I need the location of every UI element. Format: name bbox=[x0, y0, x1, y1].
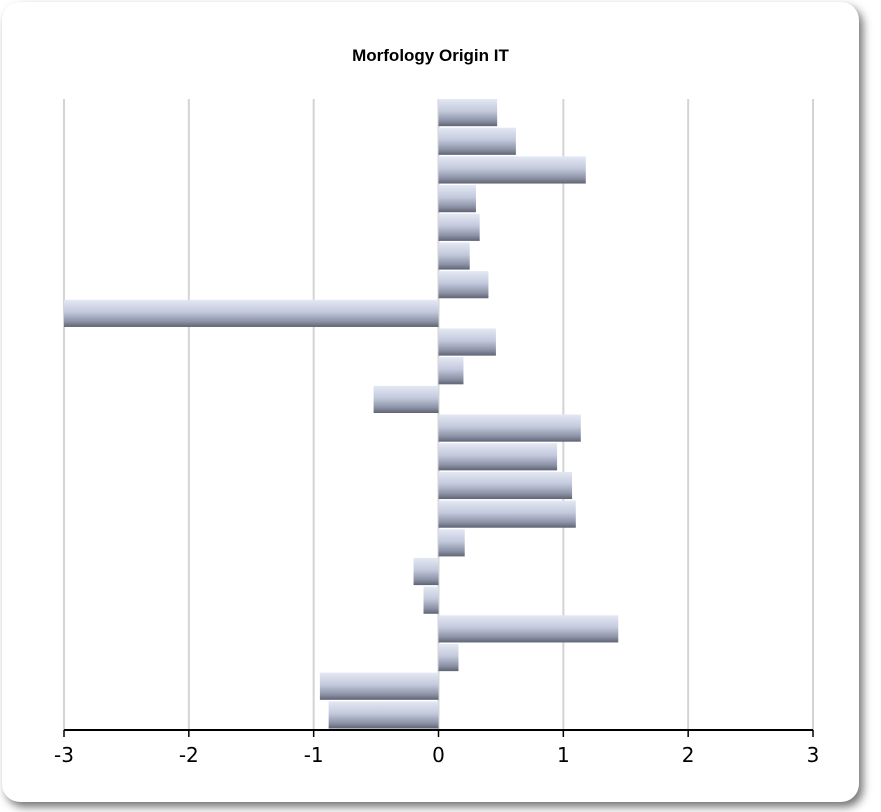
bar bbox=[438, 127, 516, 155]
bar bbox=[438, 500, 576, 528]
bar bbox=[438, 271, 489, 299]
x-tick-label: 2 bbox=[682, 743, 695, 767]
bar bbox=[438, 185, 476, 213]
x-tick-label: -2 bbox=[179, 743, 199, 767]
bar bbox=[328, 701, 439, 729]
bar bbox=[423, 586, 439, 614]
bar bbox=[438, 643, 459, 672]
bar bbox=[438, 471, 573, 500]
bar bbox=[438, 213, 480, 241]
x-tick-label: -1 bbox=[304, 743, 324, 767]
x-tick-label: 1 bbox=[557, 743, 570, 767]
bar bbox=[64, 299, 439, 327]
bar bbox=[438, 156, 586, 184]
x-tick-label: -3 bbox=[54, 743, 74, 767]
bar bbox=[438, 242, 470, 270]
bar bbox=[438, 443, 558, 471]
x-tick-label: 3 bbox=[807, 743, 820, 767]
bar bbox=[319, 672, 439, 700]
bar bbox=[438, 328, 496, 356]
x-axis: -3 -2 -1 0 1 2 3 bbox=[54, 729, 820, 767]
x-tick-label: 0 bbox=[432, 743, 445, 767]
bar bbox=[438, 357, 464, 385]
bar bbox=[373, 385, 439, 413]
chart-title: Morfology Origin IT bbox=[352, 46, 509, 65]
bar bbox=[438, 529, 465, 557]
bar bbox=[438, 615, 619, 643]
bar bbox=[438, 99, 498, 127]
bar bbox=[413, 557, 439, 586]
bars bbox=[64, 99, 619, 729]
bar bbox=[438, 414, 581, 442]
